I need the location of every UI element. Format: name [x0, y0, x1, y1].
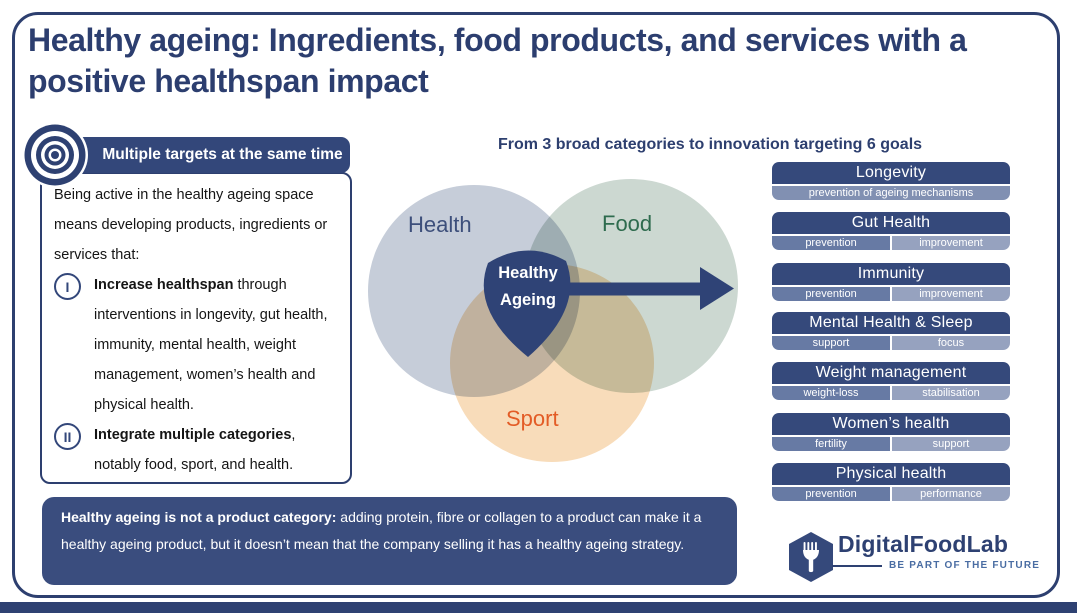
goal-box-mental-health-sleep: Mental Health & Sleep support focus — [772, 312, 1010, 350]
list-item-text: Integrate multiple categories, notably f… — [94, 420, 338, 480]
goal-title: Weight management — [772, 362, 1010, 384]
list-item-rest: through interventions in longevity, gut … — [94, 277, 328, 413]
goal-sub: prevention — [772, 235, 890, 250]
goal-title: Immunity — [772, 263, 1010, 285]
goal-sub: weight-loss — [772, 385, 890, 400]
goal-box-womens-health: Women’s health fertility support — [772, 413, 1010, 451]
right-arrow-icon — [555, 267, 734, 310]
list-item-lead: Increase healthspan — [94, 277, 234, 293]
goal-title: Mental Health & Sleep — [772, 312, 1010, 334]
goal-title: Women’s health — [772, 413, 1010, 435]
goal-box-gut-health: Gut Health prevention improvement — [772, 212, 1010, 250]
note-rest: adding protein, fibre or collagen to a p… — [61, 509, 702, 552]
goal-sub: improvement — [892, 286, 1010, 301]
goal-sub: support — [772, 335, 890, 350]
numeral-badge-2: II — [54, 423, 81, 450]
intro-text: Being active in the healthy ageing space… — [54, 187, 328, 263]
goal-sub: fertility — [772, 436, 890, 451]
center-heading: From 3 broad categories to innovation ta… — [497, 136, 923, 153]
bottom-edge-bar — [0, 602, 1077, 613]
venn-core-label: Healthy Ageing — [458, 260, 598, 314]
goal-sub: prevention — [772, 286, 890, 301]
page-title: Healthy ageing: Ingredients, food produc… — [28, 22, 967, 99]
list-item: I Increase healthspan through interventi… — [54, 270, 338, 420]
disclaimer-note: Healthy ageing is not a product category… — [42, 497, 737, 585]
goal-title: Physical health — [772, 463, 1010, 485]
logo-tagline-row: BE PART OF THE FUTURE — [832, 560, 1040, 571]
goal-sub: prevention of ageing mechanisms — [772, 185, 1010, 200]
list-item-rest: , notably food, sport, and health. — [94, 427, 296, 473]
logo-tagline: BE PART OF THE FUTURE — [889, 560, 1041, 571]
venn-label-sport: Sport — [506, 406, 559, 431]
venn-label-health: Health — [408, 212, 472, 237]
venn-label-food: Food — [602, 211, 653, 236]
list-item-text: Increase healthspan through intervention… — [94, 270, 338, 420]
goal-box-weight-management: Weight management weight-loss stabilisat… — [772, 362, 1010, 400]
venn-core-line1: Healthy — [498, 264, 558, 282]
goal-sub: support — [892, 436, 1010, 451]
left-panel-body: Being active in the healthy ageing space… — [40, 172, 352, 484]
numeral-badge-1: I — [54, 273, 81, 300]
goal-title: Longevity — [772, 162, 1010, 184]
left-panel-header-label: Multiple targets at the same time — [102, 146, 343, 163]
goal-title: Gut Health — [772, 212, 1010, 234]
goal-box-physical-health: Physical health prevention performance — [772, 463, 1010, 501]
goal-sub: stabilisation — [892, 385, 1010, 400]
goal-box-immunity: Immunity prevention improvement — [772, 263, 1010, 301]
venn-core-shape — [483, 250, 571, 357]
venn-core-line2: Ageing — [500, 291, 556, 309]
goal-box-longevity: Longevity prevention of ageing mechanism… — [772, 162, 1010, 200]
goal-sub: focus — [892, 335, 1010, 350]
logo-tagline-rule — [832, 564, 882, 567]
list-item-lead: Integrate multiple categories — [94, 427, 292, 443]
note-lead: Healthy ageing is not a product category… — [61, 509, 337, 525]
logo-wordmark: DigitalFoodLab — [838, 531, 1009, 557]
list-item: II Integrate multiple categories, notabl… — [54, 420, 338, 480]
fork-hexagon-icon — [789, 532, 833, 582]
target-icon — [22, 122, 88, 188]
goal-sub: prevention — [772, 486, 890, 501]
goal-sub: improvement — [892, 235, 1010, 250]
left-panel-header: Multiple targets at the same time — [75, 137, 350, 173]
goal-sub: performance — [892, 486, 1010, 501]
